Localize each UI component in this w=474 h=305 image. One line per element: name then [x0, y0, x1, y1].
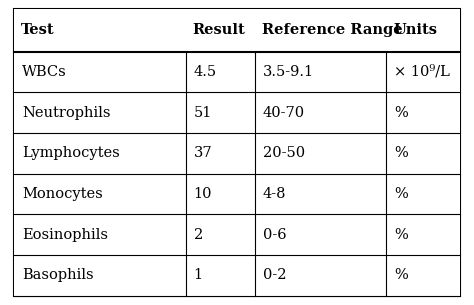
Text: Reference Range: Reference Range	[262, 23, 402, 38]
Bar	[14, 174, 460, 214]
Text: 3.5-9.1: 3.5-9.1	[263, 65, 314, 79]
Text: Neutrophils: Neutrophils	[22, 106, 110, 120]
Text: 1: 1	[194, 268, 203, 282]
Text: 51: 51	[194, 106, 212, 120]
Text: Monocytes: Monocytes	[22, 187, 103, 201]
Text: %: %	[394, 106, 408, 120]
Text: %: %	[394, 268, 408, 282]
Bar	[14, 9, 460, 52]
Text: 40-70: 40-70	[263, 106, 305, 120]
Bar	[14, 214, 460, 255]
Text: 4.5: 4.5	[194, 65, 217, 79]
Bar	[14, 255, 460, 296]
Bar	[14, 52, 460, 92]
Text: 4-8: 4-8	[263, 187, 286, 201]
Text: Basophils: Basophils	[22, 268, 94, 282]
Text: 0-6: 0-6	[263, 228, 286, 242]
Text: %: %	[394, 187, 408, 201]
Text: 0-2: 0-2	[263, 268, 286, 282]
Text: Result: Result	[193, 23, 246, 38]
Text: WBCs: WBCs	[22, 65, 67, 79]
Text: %: %	[394, 228, 408, 242]
Text: Lymphocytes: Lymphocytes	[22, 146, 120, 160]
Text: Eosinophils: Eosinophils	[22, 228, 108, 242]
Text: 37: 37	[194, 146, 212, 160]
Text: 2: 2	[194, 228, 203, 242]
Text: × 10⁹/L: × 10⁹/L	[394, 65, 450, 79]
Text: Units: Units	[393, 23, 437, 38]
Text: 10: 10	[194, 187, 212, 201]
Bar	[14, 133, 460, 174]
Text: %: %	[394, 146, 408, 160]
Text: Test: Test	[21, 23, 55, 38]
Bar	[14, 92, 460, 133]
Text: 20-50: 20-50	[263, 146, 305, 160]
